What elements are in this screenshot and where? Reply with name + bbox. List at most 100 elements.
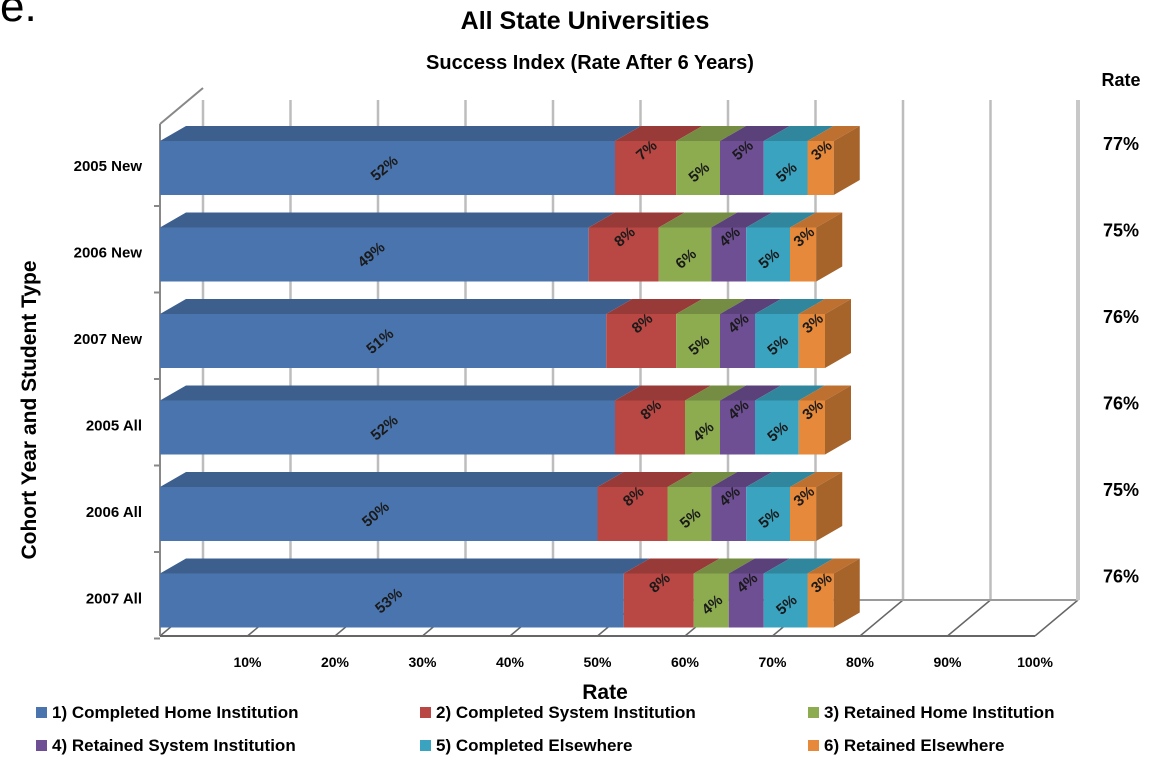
bar-segment bbox=[623, 573, 694, 628]
legend: 1) Completed Home Institution 2) Complete… bbox=[36, 703, 1054, 755]
category-label: 2006 New bbox=[74, 245, 143, 262]
bar-segment-top bbox=[711, 212, 773, 228]
bar-end-face bbox=[825, 299, 851, 368]
bar-segment-top bbox=[693, 558, 755, 574]
bar-segment bbox=[746, 227, 790, 282]
bar-segment bbox=[711, 487, 747, 541]
bar-segment-top bbox=[720, 126, 790, 141]
legend-swatch bbox=[420, 740, 431, 751]
bar-segment-top bbox=[606, 299, 703, 314]
bar-segment bbox=[755, 314, 799, 368]
x-tick-label: 50% bbox=[583, 654, 612, 670]
bar-segment-top bbox=[160, 126, 641, 141]
legend-item: 1) Completed Home Institution bbox=[36, 703, 299, 722]
x-tick-label: 10% bbox=[233, 654, 262, 670]
bar-segment-top bbox=[755, 299, 825, 314]
bar-segment-top bbox=[160, 299, 633, 314]
bar-end-face bbox=[825, 385, 851, 455]
bar-segment bbox=[807, 141, 834, 195]
cropped-heading-fragment: e. bbox=[0, 0, 37, 31]
bar-segment-top bbox=[597, 472, 694, 487]
bar-segment-top bbox=[623, 558, 720, 574]
x-tick-label: 20% bbox=[321, 654, 350, 670]
left-wall-top bbox=[159, 87, 204, 125]
x-tick-label: 60% bbox=[671, 654, 700, 670]
bar-segment-top bbox=[746, 212, 816, 228]
rate-value: 76% bbox=[1103, 567, 1139, 587]
bar-end-face bbox=[816, 472, 843, 541]
bar-segment-top bbox=[790, 472, 843, 487]
bar-row: 2005 All 52%8%4%4%5%3% 76% bbox=[86, 385, 1139, 467]
bar-row: 2007 All 53%8%4%4%5%3% 76% bbox=[86, 558, 1139, 640]
legend-swatch bbox=[808, 707, 819, 718]
bar-segment bbox=[597, 487, 668, 541]
bar-segment bbox=[763, 141, 808, 195]
bar-segment bbox=[606, 314, 677, 368]
bar-segment-top bbox=[807, 126, 860, 141]
bar-segment bbox=[667, 487, 712, 541]
bar-segment bbox=[676, 141, 720, 195]
bar-segment-top bbox=[160, 212, 615, 228]
bar-segment-top bbox=[676, 299, 746, 314]
bar-segment-top bbox=[160, 472, 624, 487]
rate-value: 77% bbox=[1103, 134, 1139, 154]
bar-segment-top bbox=[711, 472, 773, 487]
bar-segment bbox=[790, 227, 817, 282]
bar-segment bbox=[798, 400, 825, 455]
bar-segment-top bbox=[798, 385, 851, 401]
rate-column-header: Rate bbox=[1101, 70, 1140, 90]
bar-segment bbox=[160, 573, 624, 628]
bar-segment-top bbox=[763, 558, 834, 574]
bar-segment bbox=[160, 487, 598, 541]
legend-label: 1) Completed Home Institution bbox=[52, 703, 299, 722]
category-label: 2007 All bbox=[86, 591, 142, 608]
bar-end-face bbox=[816, 212, 843, 282]
bar-segment-top bbox=[798, 299, 851, 314]
x-tick-label: 70% bbox=[758, 654, 787, 670]
legend-item: 5) Completed Elsewhere bbox=[420, 736, 633, 755]
bar-segment-top bbox=[720, 385, 781, 401]
bar-segment-top bbox=[720, 299, 781, 314]
bar-segment bbox=[763, 573, 808, 628]
legend-label: 2) Completed System Institution bbox=[436, 703, 696, 722]
bar-segment bbox=[160, 314, 607, 368]
y-axis-label: Cohort Year and Student Type bbox=[18, 260, 41, 559]
legend-swatch bbox=[808, 740, 819, 751]
category-label: 2005 New bbox=[74, 158, 143, 175]
rate-value: 76% bbox=[1103, 307, 1139, 327]
bar-segment-top bbox=[807, 558, 860, 574]
legend-swatch bbox=[36, 740, 47, 751]
bar-segment bbox=[160, 141, 615, 195]
bar-segment-top bbox=[588, 212, 685, 228]
bars-layer: 2005 New 52%7%5%5%5%3% 77%2006 New 49%8%6%4… bbox=[74, 126, 1139, 640]
bar-segment-top bbox=[685, 385, 746, 401]
bar-segment bbox=[588, 227, 659, 282]
bar-segment bbox=[755, 400, 799, 455]
bar-segment-top bbox=[160, 558, 650, 574]
bar-row: 2007 New 51%8%5%4%5%3% 76% bbox=[74, 299, 1139, 380]
chart-title: All State Universities bbox=[461, 7, 710, 35]
x-tick-label: 40% bbox=[496, 654, 525, 670]
bar-segment bbox=[615, 141, 677, 195]
bar-segment-top bbox=[667, 472, 738, 487]
bar-segment-top bbox=[728, 558, 790, 574]
bar-segment-top bbox=[746, 472, 816, 487]
bar-segment-top bbox=[658, 212, 738, 228]
bar-segment bbox=[615, 400, 685, 455]
bar-segment-top bbox=[763, 126, 834, 141]
bar-segment bbox=[790, 487, 817, 541]
floor-depth-line bbox=[947, 599, 991, 637]
rate-value: 75% bbox=[1103, 480, 1139, 500]
bar-segment-top bbox=[676, 126, 746, 141]
bar-segment-top bbox=[755, 385, 825, 401]
bar-segment bbox=[676, 314, 720, 368]
bar-row: 2006 All 50%8%5%4%5%3% 75% bbox=[86, 472, 1139, 553]
x-tick-label: 30% bbox=[408, 654, 437, 670]
bar-segment bbox=[720, 314, 755, 368]
legend-label: 6) Retained Elsewhere bbox=[824, 736, 1004, 755]
legend-item: 4) Retained System Institution bbox=[36, 736, 296, 755]
legend-swatch bbox=[36, 707, 47, 718]
category-label: 2006 All bbox=[86, 504, 142, 521]
bar-segment-top bbox=[615, 126, 703, 141]
